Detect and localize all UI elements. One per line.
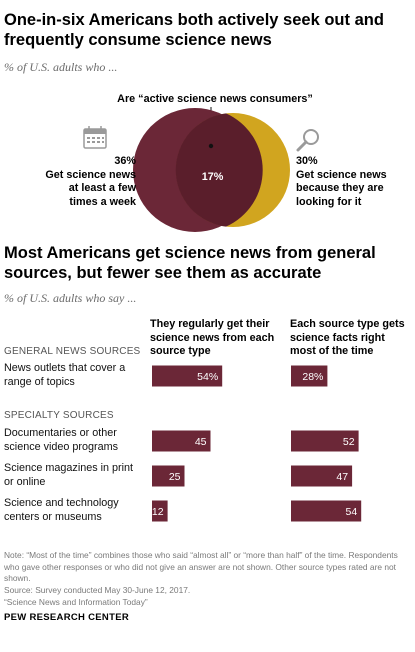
overlap-dot [208, 143, 214, 149]
column-2-header: Each source type gets science facts righ… [290, 318, 405, 357]
row-label-documentaries: Documentaries or other science video pro… [4, 427, 119, 453]
right-venn-label: 30% Get science news because they are lo… [296, 155, 396, 209]
bar-label-series2-row1: 28% [302, 371, 323, 383]
left-venn-text: Get science news at least a few times a … [45, 168, 136, 208]
left-venn-pct: 36% [114, 155, 136, 167]
note-text: Note: “Most of the time” combines those … [4, 550, 398, 584]
calendar-icon [83, 126, 107, 149]
bar-label-series2-row3: 47 [336, 471, 348, 483]
left-venn-label: 36% Get science news at least a few time… [40, 155, 136, 209]
source-line: Source: Survey conducted May 30-June 12,… [4, 585, 191, 595]
right-venn-text: Get science news because they are lookin… [296, 168, 387, 208]
chart-subtitle: % of U.S. adults who say ... [4, 291, 137, 305]
column-1-header: They regularly get their science news fr… [150, 318, 275, 357]
right-venn-pct: 30% [296, 155, 318, 167]
section-general: GENERAL NEWS SOURCES [4, 346, 141, 357]
bar-label-series1-row2: 45 [195, 436, 207, 448]
venn-subtitle: % of U.S. adults who ... [4, 60, 118, 74]
bar-label-series1-row1: 54% [197, 371, 218, 383]
bar-series2-row3 [291, 465, 353, 487]
bar-series1-row1 [152, 365, 223, 387]
chart-title: Most Americans get science news from gen… [4, 244, 376, 282]
bar-label-series1-row3: 25 [169, 471, 181, 483]
row-label-museums: Science and technology centers or museum… [4, 497, 119, 523]
magnifier-icon [296, 129, 319, 152]
bar-label-series2-row2: 52 [343, 436, 355, 448]
bar-series2-row2 [291, 430, 359, 452]
report-title: “Science News and Information Today” [4, 597, 148, 607]
bar-label-series2-row4: 54 [346, 506, 358, 518]
overlap-caption: Are “active science news consumers” [117, 93, 313, 105]
bar-series2-row4 [291, 500, 362, 522]
row-label-magazines: Science magazines in print or online [4, 462, 134, 488]
bar-series1-row2 [152, 430, 211, 452]
overlap-pct: 17% [201, 171, 224, 183]
org-name: PEW RESEARCH CENTER [4, 612, 129, 623]
bar-series2-row1 [291, 365, 328, 387]
section-specialty: SPECIALTY SOURCES [4, 410, 114, 421]
venn-overlap [175, 113, 263, 227]
bar-series1-row4 [152, 500, 168, 522]
bar-label-series1-row4: 12 [152, 506, 164, 518]
bar-series1-row3 [152, 465, 185, 487]
venn-title: One-in-six Americans both actively seek … [4, 11, 384, 49]
row-label-news-outlets: News outlets that cover a range of topic… [4, 362, 126, 388]
